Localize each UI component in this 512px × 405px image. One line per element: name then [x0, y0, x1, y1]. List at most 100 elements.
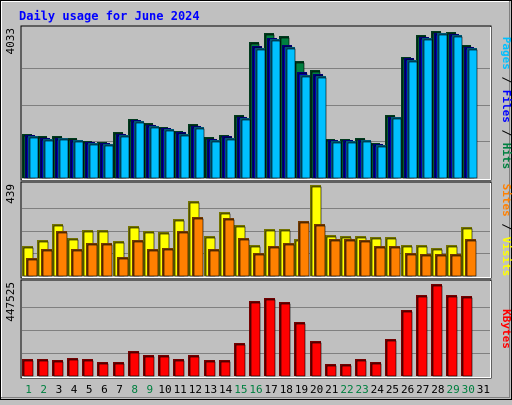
bar-kbytes	[159, 356, 170, 377]
bar-pages	[453, 36, 463, 179]
legend-label: Hits	[500, 143, 512, 170]
bar-kbytes	[53, 361, 64, 377]
legend-label: KBytes	[500, 309, 512, 349]
day-label: 20	[310, 383, 323, 396]
panels-layer: 4033 Pages / Files / Hits 439 Sites / Visit…	[4, 25, 512, 379]
bar-pages	[241, 119, 251, 179]
day-label: 21	[325, 383, 338, 396]
series-kbytes	[22, 284, 473, 377]
bar-kbytes	[265, 299, 276, 377]
bar-kbytes	[144, 356, 155, 377]
bar-pages	[44, 140, 54, 179]
bar-sites	[102, 244, 113, 277]
bar-kbytes	[174, 360, 185, 377]
day-label: 29	[446, 383, 459, 396]
bar-sites	[299, 222, 310, 277]
bar-pages	[135, 122, 145, 179]
bar-pages	[150, 127, 160, 179]
max-value-label: 439	[4, 184, 17, 204]
bar-kbytes	[98, 363, 109, 377]
day-label: 10	[158, 383, 171, 396]
bar-kbytes	[462, 297, 473, 377]
day-label: 5	[86, 383, 93, 396]
day-label: 17	[265, 383, 278, 396]
bar-sites	[57, 232, 68, 277]
bar-sites	[360, 241, 371, 277]
bar-kbytes	[220, 361, 231, 377]
bar-pages	[195, 128, 205, 179]
panel-kbytes: 447525 KBytes	[4, 279, 512, 379]
bar-pages	[317, 77, 327, 179]
bar-kbytes	[235, 344, 246, 377]
bar-kbytes	[114, 363, 125, 377]
bar-kbytes	[23, 360, 34, 377]
bar-sites	[193, 218, 204, 277]
bar-pages	[256, 49, 266, 179]
day-labels: 1 2 3 4 5 6 7 8 9 10 11 12 13 14 15 16 17 18 19 20 21 22 23 24 2…	[25, 383, 490, 396]
bar-kbytes	[83, 360, 94, 377]
bar-pages	[29, 137, 39, 179]
bar-sites	[178, 232, 189, 277]
day-label: 14	[219, 383, 233, 396]
bar-sites	[269, 247, 280, 277]
day-label: 30	[462, 383, 475, 396]
legend-label: /	[500, 123, 512, 143]
bar-pages	[332, 142, 342, 179]
bar-sites	[451, 255, 462, 277]
bar-kbytes	[402, 311, 413, 377]
bar-sites	[421, 255, 432, 277]
bar-sites	[224, 219, 235, 277]
day-label: 19	[295, 383, 308, 396]
bar-sites	[163, 249, 174, 277]
bar-kbytes	[68, 359, 79, 377]
bar-sites	[27, 259, 38, 277]
bar-kbytes	[417, 296, 428, 377]
day-label: 24	[371, 383, 385, 396]
bar-kbytes	[205, 361, 216, 377]
bar-pages	[423, 39, 433, 179]
day-label: 15	[234, 383, 247, 396]
bar-pages	[362, 141, 372, 179]
bar-pages	[468, 49, 478, 179]
day-label: 31	[477, 383, 490, 396]
bar-kbytes	[295, 323, 306, 377]
series-pages	[28, 33, 478, 179]
bar-sites	[284, 244, 295, 277]
bar-sites	[239, 239, 250, 277]
bar-sites	[72, 250, 83, 277]
day-label: 9	[147, 383, 154, 396]
legend-label: Files	[500, 90, 512, 123]
bar-sites	[254, 254, 265, 277]
bar-kbytes	[189, 356, 200, 377]
legend-label: /	[500, 70, 512, 90]
day-label: 28	[431, 383, 444, 396]
day-label: 11	[174, 383, 187, 396]
day-label: 2	[40, 383, 47, 396]
bar-pages	[226, 139, 236, 179]
bar-kbytes	[129, 352, 140, 377]
day-label: 7	[116, 383, 123, 396]
day-label: 27	[416, 383, 429, 396]
bar-sites	[345, 240, 356, 277]
bar-pages	[271, 40, 281, 179]
bar-sites	[133, 241, 144, 277]
bar-pages	[59, 139, 69, 179]
max-value-label: 447525	[4, 282, 17, 322]
bar-kbytes	[356, 360, 367, 377]
bar-sites	[315, 225, 326, 277]
bar-sites	[466, 240, 477, 277]
bar-pages	[89, 144, 99, 179]
bar-kbytes	[447, 296, 458, 377]
bar-kbytes	[250, 302, 261, 377]
day-label: 23	[356, 383, 369, 396]
bar-sites	[148, 250, 159, 277]
day-label: 26	[401, 383, 414, 396]
bar-sites	[209, 250, 220, 277]
bar-pages	[180, 135, 190, 179]
chart-title: Daily usage for June 2024	[19, 9, 200, 23]
day-label: 12	[189, 383, 202, 396]
day-label: 1	[25, 383, 32, 396]
bar-pages	[104, 145, 114, 179]
